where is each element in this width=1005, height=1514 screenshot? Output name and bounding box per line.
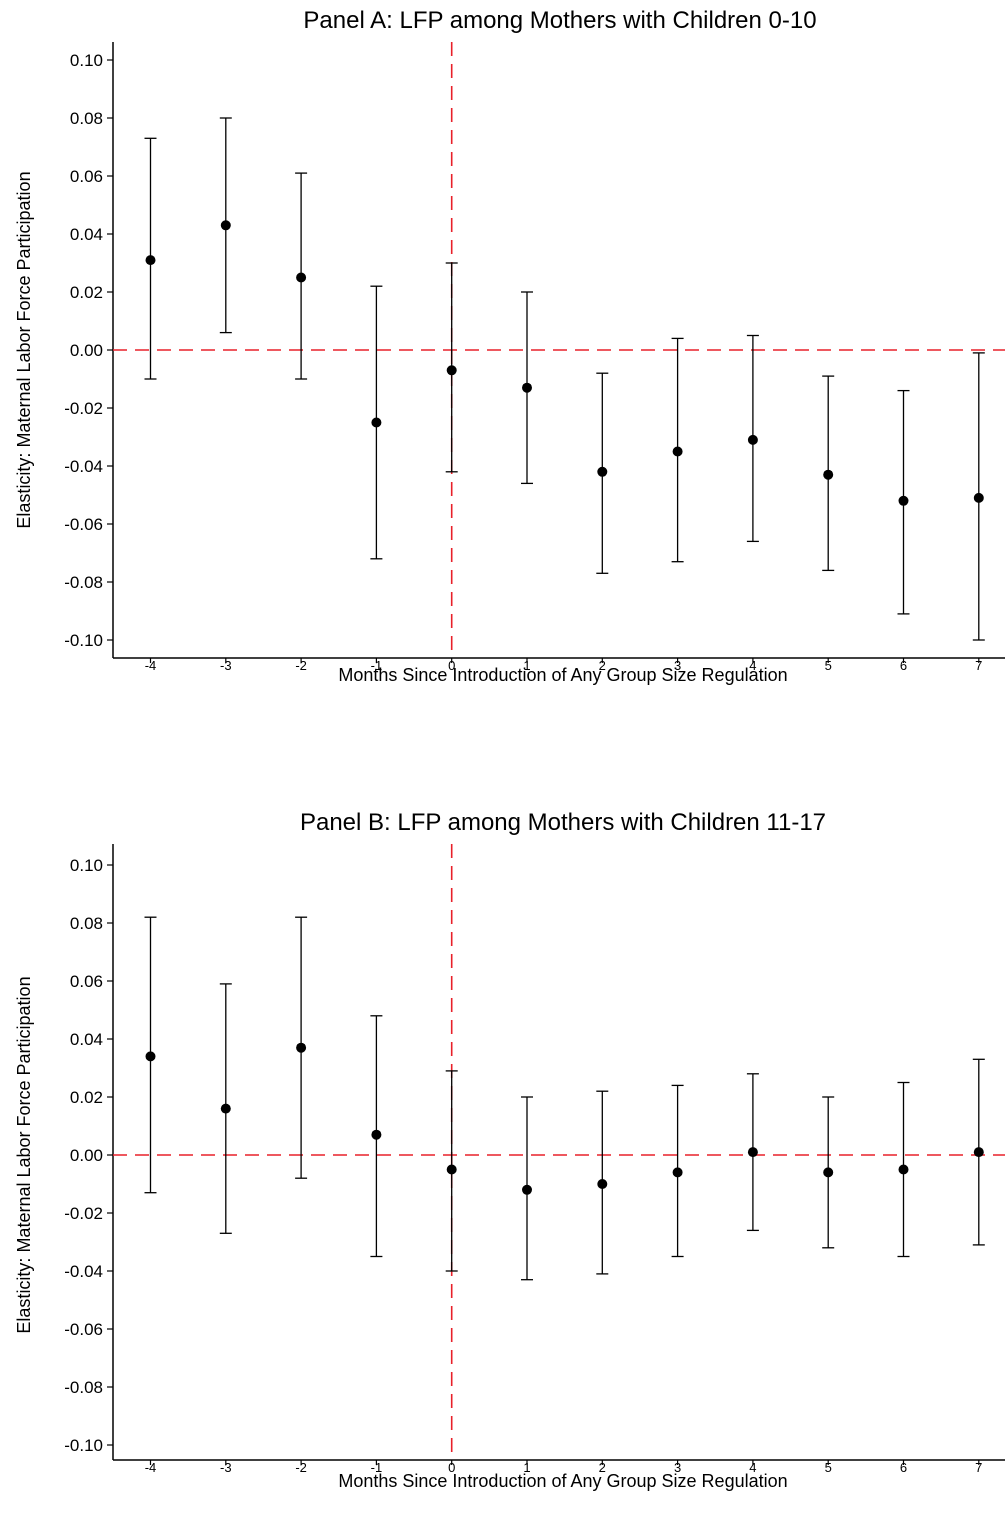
panel-b-point-estimate	[747, 1147, 758, 1158]
panel-b-y-tick-label: -0.08	[64, 1378, 103, 1397]
panel-a-point-estimate	[597, 466, 608, 477]
panel-b-point-estimate	[973, 1147, 984, 1158]
panel-a-title: Panel A: LFP among Mothers with Children…	[303, 7, 816, 34]
panel-b-x-tick-label: 4	[749, 1460, 756, 1475]
panel-b-y-tick-label: 0.10	[70, 856, 103, 875]
panel-b-x-tick-label: -3	[220, 1460, 232, 1475]
panel-b-point-estimate	[597, 1179, 608, 1189]
panel-b-point-estimate	[446, 1164, 457, 1175]
panel-b-point-estimate	[522, 1184, 532, 1195]
panel-b-x-tick-label: 1	[523, 1460, 530, 1475]
panel-a-x-tick-label: 5	[825, 658, 832, 673]
panel-a-point-estimate	[371, 417, 382, 428]
panel-a: Panel A: LFP among Mothers with Children…	[14, 7, 1005, 685]
panel-a-x-tick-label: 2	[599, 658, 606, 673]
panel-a-x-tick-label: -1	[371, 658, 383, 673]
panel-a-point-estimate	[898, 495, 909, 506]
panel-b-x-tick-label: 5	[825, 1460, 832, 1475]
panel-b: Panel B: LFP among Mothers with Children…	[14, 809, 1005, 1491]
panel-a-y-tick-label: -0.04	[64, 457, 103, 476]
panel-b-y-tick-label: -0.06	[64, 1320, 103, 1339]
panel-a-point-estimate	[220, 220, 231, 231]
panel-b-x-tick-label: -4	[145, 1460, 157, 1475]
panel-b-x-tick-label: 0	[448, 1460, 455, 1475]
panel-a-y-tick-label: -0.06	[64, 515, 103, 534]
panel-a-point-estimate	[747, 434, 758, 445]
panel-a-y-axis-label: Elasticity: Maternal Labor Force Partici…	[14, 171, 34, 528]
panel-a-point-estimate	[672, 446, 683, 457]
panel-a-y-tick-label: -0.08	[64, 573, 103, 592]
panel-a-x-tick-label: -2	[295, 658, 307, 673]
panel-a-y-tick-label: 0.06	[70, 167, 103, 186]
panel-a-x-axis-label: Months Since Introduction of Any Group S…	[338, 665, 787, 685]
panel-a-x-tick-label: 7	[975, 658, 982, 673]
panel-a-y-tick-label: -0.10	[64, 631, 103, 650]
panel-a-point-estimate	[522, 382, 532, 393]
panel-a-x-tick-label: 1	[523, 658, 530, 673]
panel-a-y-tick-label: 0.02	[70, 283, 103, 302]
panel-b-x-tick-label: 6	[900, 1460, 907, 1475]
panel-b-x-tick-label: -2	[295, 1460, 307, 1475]
panel-a-y-tick-label: 0.04	[70, 225, 103, 244]
panel-b-y-tick-label: -0.02	[64, 1204, 103, 1223]
panel-a-y-tick-label: 0.08	[70, 109, 103, 128]
panel-a-y-tick-label: 0.00	[70, 341, 103, 360]
panel-b-y-tick-label: -0.10	[64, 1436, 103, 1455]
panel-a-x-tick-label: 3	[674, 658, 681, 673]
panel-a-point-estimate	[973, 492, 984, 503]
panel-a-y-tick-label: 0.10	[70, 51, 103, 70]
panel-b-point-estimate	[823, 1167, 834, 1178]
panel-b-y-tick-label: -0.04	[64, 1262, 103, 1281]
panel-b-point-estimate	[898, 1164, 909, 1175]
panel-b-point-estimate	[296, 1042, 307, 1053]
panel-a-x-tick-label: 0	[448, 658, 455, 673]
panel-a-point-estimate	[296, 272, 307, 283]
panel-a-x-tick-label: -3	[220, 658, 232, 673]
panel-b-x-tick-label: -1	[371, 1460, 383, 1475]
panel-b-point-estimate	[145, 1051, 156, 1062]
panel-a-point-estimate	[823, 469, 834, 480]
panel-b-x-axis-label: Months Since Introduction of Any Group S…	[338, 1471, 787, 1491]
panel-a-y-tick-label: -0.02	[64, 399, 103, 418]
panel-b-y-tick-label: 0.06	[70, 972, 103, 991]
panel-b-x-tick-label: 7	[975, 1460, 982, 1475]
panel-a-x-tick-label: -4	[145, 658, 157, 673]
panel-b-point-estimate	[371, 1129, 382, 1140]
panel-b-y-tick-label: 0.04	[70, 1030, 103, 1049]
panel-b-point-estimate	[672, 1167, 683, 1178]
panel-b-y-tick-label: 0.08	[70, 914, 103, 933]
panel-b-point-estimate	[220, 1103, 231, 1114]
panel-b-y-axis-label: Elasticity: Maternal Labor Force Partici…	[14, 976, 34, 1333]
panel-a-point-estimate	[446, 365, 457, 376]
panel-a-point-estimate	[145, 255, 156, 266]
panel-b-y-tick-label: 0.00	[70, 1146, 103, 1165]
panel-b-title: Panel B: LFP among Mothers with Children…	[300, 809, 826, 836]
panel-b-x-tick-label: 3	[674, 1460, 681, 1475]
panel-b-x-tick-label: 2	[599, 1460, 606, 1475]
panel-b-y-tick-label: 0.02	[70, 1088, 103, 1107]
panel-a-x-tick-label: 4	[749, 658, 756, 673]
panel-a-x-tick-label: 6	[900, 658, 907, 673]
